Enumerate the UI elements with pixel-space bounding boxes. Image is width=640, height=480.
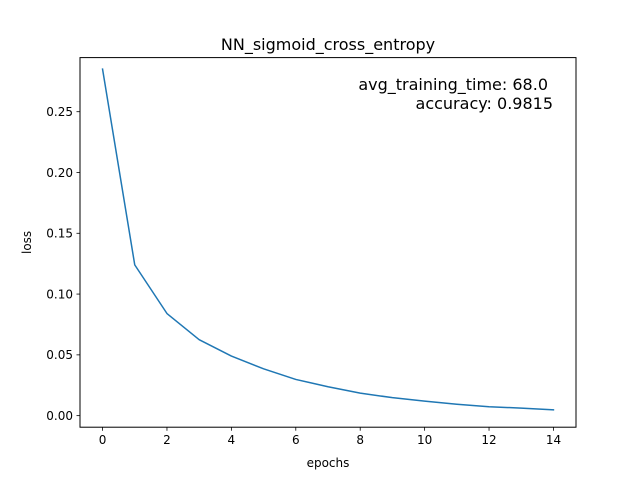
data-point bbox=[134, 264, 136, 266]
data-point bbox=[488, 406, 490, 408]
data-point bbox=[295, 379, 297, 381]
x-tick-label: 0 bbox=[99, 433, 107, 447]
y-axis-label: loss bbox=[20, 231, 34, 254]
x-tick-label: 14 bbox=[546, 433, 561, 447]
x-axis-label: epochs bbox=[307, 456, 350, 470]
data-point bbox=[520, 407, 522, 409]
data-point bbox=[424, 400, 426, 402]
y-tick-label: 0.15 bbox=[46, 227, 73, 241]
data-point bbox=[456, 403, 458, 405]
data-point bbox=[231, 355, 233, 357]
x-tick-label: 12 bbox=[481, 433, 496, 447]
data-point bbox=[166, 313, 168, 315]
data-point bbox=[102, 68, 104, 70]
plot-frame bbox=[79, 57, 577, 428]
y-tick-label: 0.10 bbox=[46, 287, 73, 301]
data-point bbox=[359, 392, 361, 394]
data-point bbox=[263, 368, 265, 370]
data-point bbox=[553, 409, 555, 411]
data-point bbox=[198, 339, 200, 341]
y-tick-label: 0.25 bbox=[46, 105, 73, 119]
x-tick-label: 8 bbox=[356, 433, 364, 447]
x-tick-label: 10 bbox=[417, 433, 432, 447]
series-layer bbox=[101, 68, 555, 411]
loss-series-line bbox=[101, 68, 555, 411]
x-tick-label: 2 bbox=[163, 433, 171, 447]
annotation-accuracy: accuracy: 0.9815 bbox=[416, 94, 553, 113]
data-point bbox=[392, 397, 394, 399]
y-tick-label: 0.00 bbox=[46, 409, 73, 423]
plot-area bbox=[80, 57, 576, 428]
chart-title: NN_sigmoid_cross_entropy bbox=[221, 35, 435, 55]
y-tick-label: 0.20 bbox=[46, 166, 73, 180]
x-tick-label: 4 bbox=[228, 433, 236, 447]
x-tick-label: 6 bbox=[292, 433, 300, 447]
data-point bbox=[327, 386, 329, 388]
y-tick-label: 0.05 bbox=[46, 348, 73, 362]
x-axis-ticks: 0 2 4 6 8 10 12 14 bbox=[99, 427, 561, 447]
y-axis-ticks: 0.00 0.05 0.10 0.15 0.20 0.25 bbox=[46, 105, 80, 423]
annotation-training-time: avg_training_time: 68.0 bbox=[358, 75, 548, 95]
